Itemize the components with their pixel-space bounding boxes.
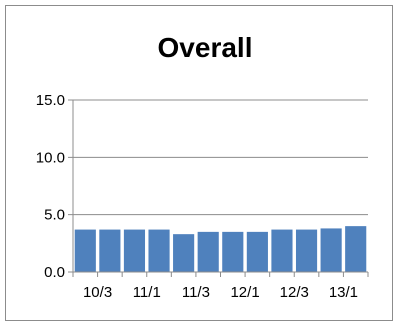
bar [222, 231, 244, 272]
bar [99, 229, 121, 272]
bar [148, 229, 170, 272]
bar [295, 229, 318, 272]
bar [74, 229, 96, 272]
bar [123, 229, 146, 272]
bar [173, 234, 195, 272]
y-tick-label: 15.0 [36, 92, 65, 109]
chart-title: Overall [158, 32, 253, 63]
bar [320, 228, 342, 272]
bar [197, 231, 219, 272]
x-tick-label: 11/1 [133, 284, 161, 301]
x-tick-label: 11/3 [182, 284, 210, 301]
y-tick-label: 0.0 [44, 264, 65, 281]
axes [68, 100, 369, 277]
x-tick-label: 12/3 [280, 284, 309, 301]
bar [345, 226, 367, 272]
y-tick-label: 10.0 [36, 149, 65, 166]
bar [271, 229, 293, 272]
x-tick-label: 12/1 [230, 284, 259, 301]
y-tick-labels: 0.0 5.0 10.0 15.0 [36, 92, 65, 281]
bar [246, 231, 268, 272]
y-tick-label: 5.0 [44, 207, 65, 224]
bar-chart: Overall 0.05.010.015.0 10/3 11/1 11/3 12/1 1… [36, 32, 369, 301]
x-tick-labels: 10/3 11/1 11/3 12/1 12/3 13/1 [83, 284, 358, 301]
gridlines [68, 99, 368, 216]
x-tick-label: 10/3 [83, 284, 112, 301]
x-tick-label: 13/1 [329, 284, 358, 301]
bars [74, 226, 367, 272]
chart-frame: Overall 0.0 5.0 10.0 15.0 10/3 11/1 11/3 12/1 1… [5, 5, 393, 321]
